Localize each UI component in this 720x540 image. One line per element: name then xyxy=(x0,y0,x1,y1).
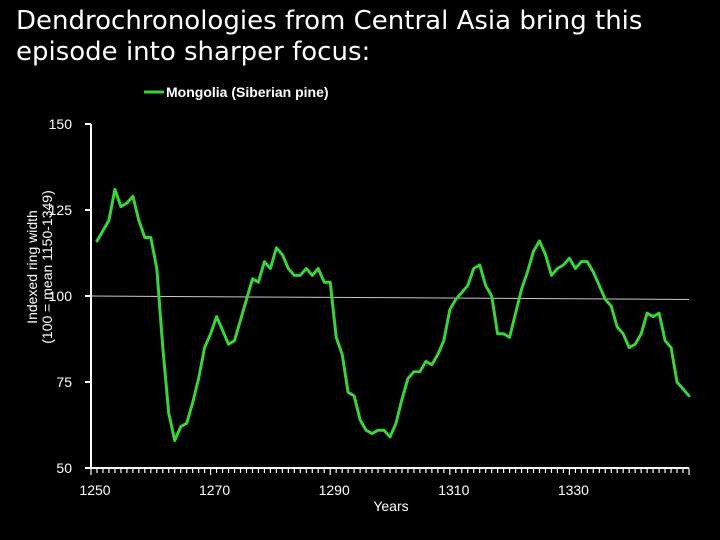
slide-title: Dendrochronologies from Central Asia bri… xyxy=(16,6,706,68)
y-tick-label: 100 xyxy=(49,288,73,304)
y-axis-title-line-2: (100 = mean 1150-1349) xyxy=(39,190,55,343)
axes-layer xyxy=(85,123,690,475)
legend-label: Mongolia (Siberian pine) xyxy=(166,84,329,100)
y-tick-label: 50 xyxy=(56,460,72,476)
x-tick-label: 1330 xyxy=(558,482,589,498)
series-layer xyxy=(95,187,691,442)
slide-title-line-1: Dendrochronologies from Central Asia bri… xyxy=(16,6,643,36)
x-tick-label: 1270 xyxy=(199,482,230,498)
x-tick-label: 1310 xyxy=(438,482,469,498)
y-tick-label: 75 xyxy=(56,374,72,390)
y-axis-title-line-1: Indexed ring width xyxy=(24,210,40,324)
y-tick-label: 150 xyxy=(49,116,73,132)
legend: Mongolia (Siberian pine) xyxy=(144,84,329,100)
tick-label-layer: 50 75 100 125 150 1250 1270 1290 1310 1330 xyxy=(49,116,590,498)
x-tick-label: 1250 xyxy=(79,482,110,498)
series-line-0 xyxy=(95,187,691,442)
x-axis-title: Years xyxy=(373,498,408,514)
mean-reference-line xyxy=(90,295,690,300)
reference-layer xyxy=(90,295,690,300)
y-tick-label: 125 xyxy=(49,202,73,218)
slide-title-line-2: episode into sharper focus: xyxy=(16,37,371,67)
x-tick-label: 1290 xyxy=(319,482,350,498)
